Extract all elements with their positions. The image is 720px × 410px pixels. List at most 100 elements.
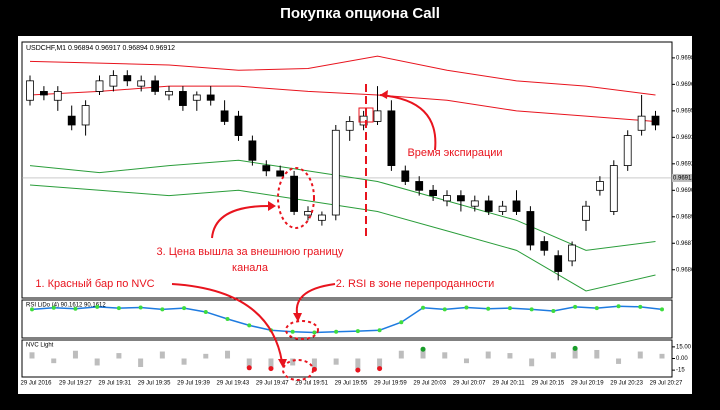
candle-body — [262, 165, 271, 172]
page-title: Покупка опциона Call — [280, 5, 440, 22]
nvc-bar — [659, 353, 665, 359]
rsi-dot — [616, 304, 621, 309]
plot: 0.96980 0.96965 0.96950 0.96935 0.96920 0.969… — [20, 55, 698, 386]
rsi-dot — [182, 306, 187, 311]
x-tick-label: 29 Jul 20:11 — [492, 381, 525, 387]
candle-body — [276, 170, 285, 177]
annotation: 3. Цена вышла за внешнюю границу — [157, 246, 344, 258]
band-line — [29, 159, 656, 251]
candle-body — [192, 94, 201, 101]
nvc-bar — [507, 353, 513, 359]
candle-body — [137, 80, 146, 87]
nvc-bar — [550, 352, 556, 359]
rsi-dot — [638, 304, 643, 309]
rsi-dot — [30, 307, 34, 312]
nvc-dot — [355, 367, 361, 373]
rsi-dot — [464, 305, 469, 310]
nvc-bar — [72, 350, 78, 359]
candle-body — [359, 115, 368, 126]
y-tick-label: 0.00 — [676, 356, 688, 362]
candle-body — [512, 200, 521, 212]
candle-body — [484, 200, 493, 212]
nvc-bar — [637, 351, 643, 359]
nvc-bar — [159, 351, 165, 359]
candle-body — [443, 195, 451, 202]
x-tick-label: 29 Jul 20:03 — [413, 381, 446, 387]
candle-body — [456, 195, 465, 202]
arrowhead — [293, 313, 302, 322]
rsi-dot — [334, 329, 339, 334]
current-price-label: 0.96912 — [673, 176, 695, 182]
nvc-bar — [246, 358, 252, 368]
highlight — [277, 167, 315, 229]
x-tick-label: 29 Jul 20:19 — [571, 381, 604, 387]
y-tick-label: 0.96920 — [676, 161, 698, 167]
candle-body — [109, 75, 118, 87]
rsi-dot — [290, 329, 295, 334]
highlight — [285, 320, 319, 340]
nvc-bar — [572, 348, 578, 359]
candle-body — [470, 200, 479, 207]
arrowhead — [278, 359, 287, 368]
main-panel — [21, 41, 673, 299]
candle-body — [67, 115, 76, 126]
candle-body — [317, 214, 326, 221]
nvc-bar — [290, 358, 296, 366]
x-tick-label: 29 Jul 19:59 — [374, 381, 407, 387]
candle-body — [290, 175, 299, 212]
candle-body — [415, 181, 424, 191]
band-line — [29, 85, 656, 122]
nvc-bar — [225, 350, 231, 359]
nvc-bar — [29, 352, 35, 359]
nvc-dot — [572, 345, 578, 351]
candle-body — [234, 115, 243, 136]
rsi-dot — [73, 306, 78, 311]
rsi-dot — [160, 307, 165, 312]
nvc-bar — [311, 358, 317, 370]
rsi-dot — [203, 309, 208, 314]
rsi-dot — [116, 306, 121, 311]
rsi-dot — [660, 307, 664, 312]
nvc-bar — [463, 358, 469, 364]
nvc-bar — [594, 349, 600, 359]
y-tick-label: 15.00 — [676, 344, 692, 350]
rsi-line — [31, 305, 663, 334]
x-tick-label: 29 Jul 2016 — [20, 381, 52, 387]
candle-body — [206, 94, 215, 101]
symbol-header: USDCHF,M1 0.96894 0.96917 0.96894 0.9691… — [26, 45, 175, 52]
x-tick-label: 29 Jul 19:51 — [295, 381, 328, 387]
arrowhead — [380, 90, 388, 99]
rsi-dot — [529, 307, 534, 312]
x-tick-label: 29 Jul 19:55 — [335, 381, 368, 387]
y-tick-label: 0.96980 — [676, 55, 698, 61]
candle-body — [123, 75, 132, 82]
rsi-dot — [377, 328, 382, 333]
band-line — [29, 55, 656, 96]
candle-body — [387, 110, 396, 166]
rsi-dot — [442, 307, 447, 312]
candle-body — [248, 140, 257, 161]
expiry-box — [358, 107, 374, 123]
candle-body — [151, 80, 160, 92]
rsi-dot — [355, 329, 360, 334]
highlight — [282, 359, 314, 381]
rsi-panel — [21, 299, 673, 339]
annotation: 1. Красный бар по NVC — [35, 278, 154, 290]
x-tick-label: 29 Jul 19:31 — [98, 381, 131, 387]
rsi-dot — [312, 330, 317, 335]
candle-body — [40, 91, 48, 96]
candle-body — [540, 241, 549, 251]
candle-body — [53, 91, 62, 101]
candle-body — [651, 115, 660, 126]
nvc-name: NVC Light — [26, 343, 54, 349]
rsi-dot — [421, 305, 426, 310]
candle-body — [95, 80, 104, 92]
rsi-dot — [594, 306, 599, 311]
nvc-bar — [442, 352, 448, 359]
rsi-name: RSI LiDo (4) 90.1612 90.1612 — [26, 303, 106, 309]
candle-body — [401, 170, 410, 182]
candle-body — [165, 91, 173, 96]
rsi-dot — [486, 306, 491, 311]
arrow — [379, 94, 437, 151]
